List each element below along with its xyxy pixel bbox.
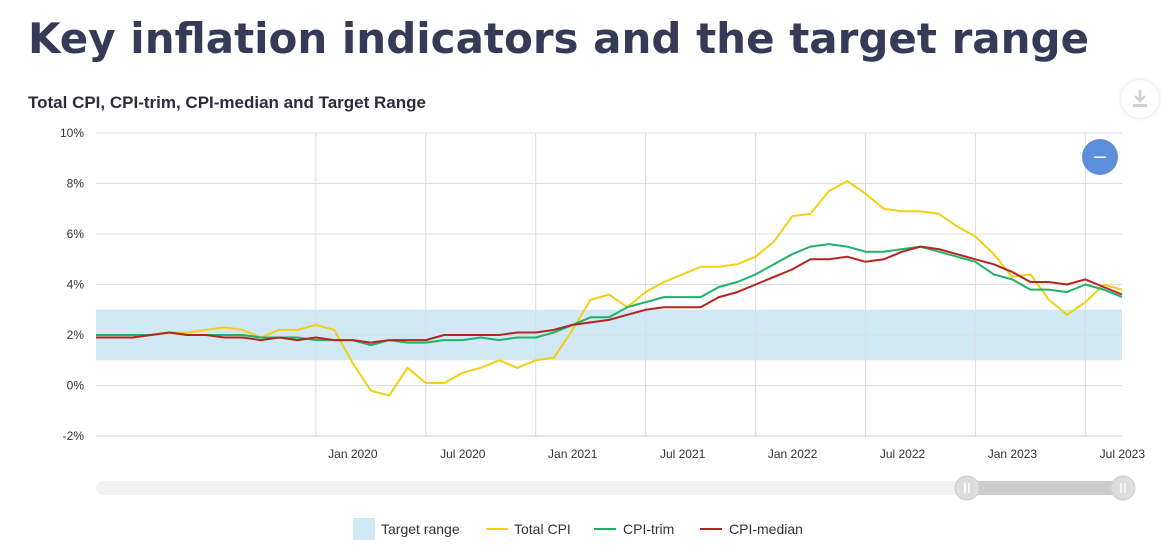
x-tick-label: Jan 2021 (548, 447, 598, 461)
x-tick-label: Jul 2020 (440, 447, 486, 461)
x-tick-label: Jan 2023 (988, 447, 1038, 461)
series-line-cpi-trim (96, 243, 1123, 347)
series-line-cpi-median (96, 245, 1123, 344)
x-tick-label: Jul 2021 (660, 447, 706, 461)
minus-icon: – (1093, 143, 1107, 168)
y-tick-label: 4% (67, 278, 85, 292)
page-title: Key inflation indicators and the target … (28, 14, 1090, 63)
legend-item[interactable]: CPI-median (700, 521, 803, 537)
series-line-total-cpi (96, 180, 1123, 397)
x-tick-label: Jan 2022 (768, 447, 818, 461)
legend-item[interactable]: CPI-trim (594, 521, 674, 537)
y-tick-label: 2% (67, 328, 85, 342)
legend-label: Target range (381, 521, 460, 537)
y-tick-label: 0% (67, 379, 85, 393)
handle-knob (1110, 475, 1136, 501)
y-tick-label: -2% (63, 429, 85, 443)
download-icon (1133, 90, 1147, 107)
chart-title: Total CPI, CPI-trim, CPI-median and Targ… (28, 93, 426, 112)
handle-knob (954, 475, 980, 501)
x-tick-label: Jul 2023 (1100, 447, 1146, 461)
download-button[interactable] (1121, 80, 1159, 118)
x-tick-label: Jul 2022 (880, 447, 926, 461)
navigator-track (96, 481, 1122, 495)
legend-label: CPI-trim (623, 521, 674, 537)
legend-label: CPI-median (729, 521, 803, 537)
navigator-selection (967, 481, 1124, 495)
y-tick-label: 10% (60, 126, 84, 140)
navigator-handle[interactable] (954, 475, 980, 501)
legend-swatch-target-range (353, 518, 375, 540)
legend-item[interactable]: Total CPI (486, 521, 571, 537)
reset-zoom-button[interactable]: – (1082, 139, 1118, 175)
navigator-handle[interactable] (1110, 475, 1136, 501)
legend-item[interactable]: Target range (353, 518, 460, 540)
y-tick-label: 8% (67, 177, 85, 191)
x-tick-label: Jan 2020 (328, 447, 378, 461)
legend-label: Total CPI (514, 521, 571, 537)
y-tick-label: 6% (67, 227, 85, 241)
